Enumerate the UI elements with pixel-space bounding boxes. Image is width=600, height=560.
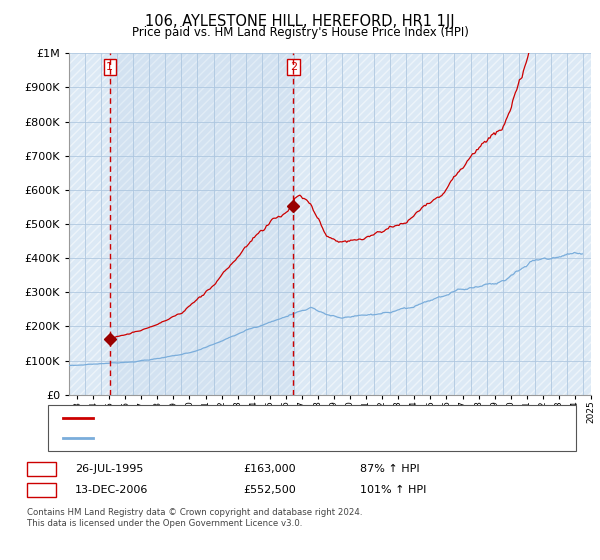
Text: 2: 2: [38, 483, 45, 497]
Text: 87% ↑ HPI: 87% ↑ HPI: [360, 464, 419, 474]
Text: 1: 1: [38, 463, 45, 476]
Text: 106, AYLESTONE HILL, HEREFORD, HR1 1JJ: 106, AYLESTONE HILL, HEREFORD, HR1 1JJ: [145, 14, 455, 29]
Text: £552,500: £552,500: [243, 485, 296, 495]
Text: 13-DEC-2006: 13-DEC-2006: [75, 485, 148, 495]
Text: 26-JUL-1995: 26-JUL-1995: [75, 464, 143, 474]
Text: 1: 1: [106, 62, 113, 72]
Text: Contains HM Land Registry data © Crown copyright and database right 2024.
This d: Contains HM Land Registry data © Crown c…: [27, 508, 362, 528]
Text: HPI: Average price, detached house, Herefordshire: HPI: Average price, detached house, Here…: [99, 433, 363, 443]
Text: £163,000: £163,000: [243, 464, 296, 474]
Text: 106, AYLESTONE HILL, HEREFORD, HR1 1JJ (detached house): 106, AYLESTONE HILL, HEREFORD, HR1 1JJ (…: [99, 413, 414, 423]
Text: Price paid vs. HM Land Registry's House Price Index (HPI): Price paid vs. HM Land Registry's House …: [131, 26, 469, 39]
Text: 2: 2: [290, 62, 297, 72]
Bar: [110, 53, 293, 395]
Text: 101% ↑ HPI: 101% ↑ HPI: [360, 485, 427, 495]
